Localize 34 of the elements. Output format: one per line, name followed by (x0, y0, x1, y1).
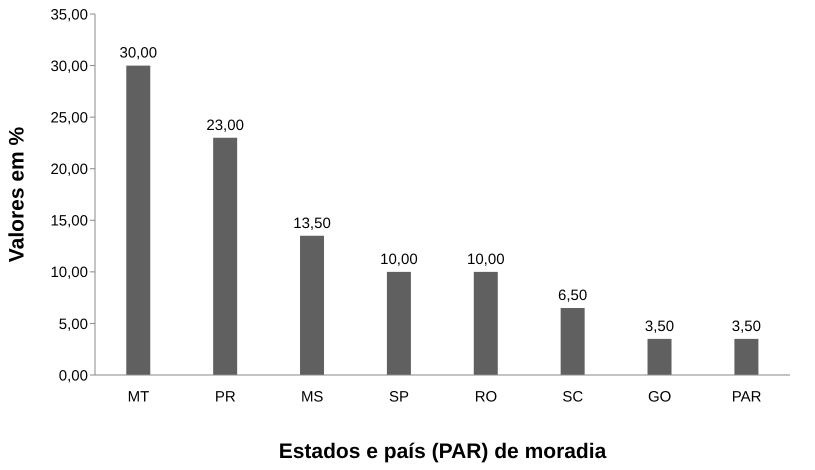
x-axis-title: Estados e país (PAR) de moradia (278, 440, 607, 463)
data-label: 10,00 (467, 250, 505, 268)
x-tick-label: RO (474, 388, 498, 406)
bar (213, 138, 238, 375)
bar (300, 236, 324, 375)
y-tick-label: 5,00 (58, 316, 88, 333)
x-tick-label: MS (300, 388, 324, 406)
y-tick-label: 15,00 (50, 212, 88, 230)
bar (126, 66, 150, 375)
y-tick-label: 25,00 (50, 109, 88, 126)
data-label: 3,50 (732, 318, 761, 335)
bar (648, 338, 672, 375)
y-tick-label: 0,00 (58, 367, 88, 384)
bar (474, 272, 498, 375)
x-tick-label: SC (562, 388, 584, 406)
y-tick-label: 10,00 (50, 264, 88, 282)
x-tick-label: SP (389, 388, 410, 406)
x-tick-label: GO (648, 388, 672, 406)
x-tick-label: PAR (732, 388, 762, 406)
bar (734, 338, 758, 375)
data-label: 6,50 (558, 286, 588, 304)
y-tick-label: 20,00 (50, 161, 88, 178)
data-label: 10,00 (380, 250, 418, 268)
y-tick-label: 35,00 (50, 6, 88, 24)
x-tick-label: MT (128, 388, 150, 406)
x-tick-label: PR (214, 388, 236, 406)
y-tick-label: 30,00 (50, 58, 88, 75)
data-label: 23,00 (206, 116, 244, 134)
data-label: 3,50 (644, 318, 674, 335)
y-axis-title: Valores em % (5, 126, 28, 262)
data-label: 13,50 (293, 214, 331, 232)
bar (386, 272, 411, 375)
data-label: 30,00 (120, 44, 158, 62)
bar (560, 308, 585, 375)
